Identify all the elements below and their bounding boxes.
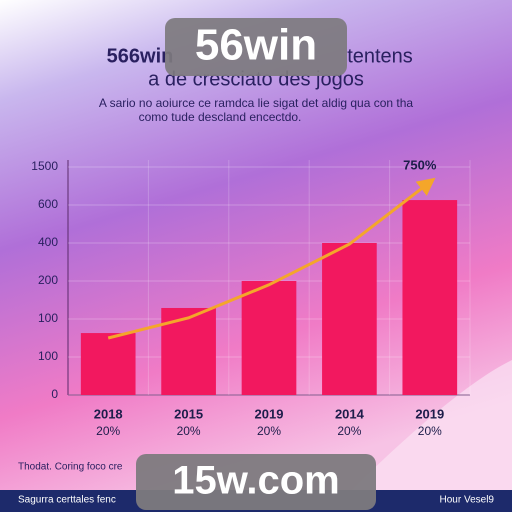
- footnote: Thodat. Coring foco cre: [18, 462, 123, 473]
- bar: [241, 281, 297, 395]
- y-tick-label: 0: [51, 387, 58, 401]
- bar: [80, 333, 136, 395]
- bottom-banner-text: 15w.com: [172, 459, 339, 503]
- end-label: 750%: [403, 158, 437, 173]
- x-tick-sublabel: 20%: [96, 424, 120, 438]
- x-tick-sublabel: 20%: [418, 424, 442, 438]
- x-tick-label: 2014: [335, 406, 365, 421]
- top-banner: [165, 18, 347, 76]
- y-tick-label: 100: [38, 311, 58, 325]
- bar: [161, 307, 216, 395]
- bar: [322, 243, 377, 395]
- x-tick-sublabel: 20%: [177, 424, 201, 438]
- title: tentens: [347, 45, 413, 67]
- y-tick-label: 1500: [31, 159, 58, 173]
- y-tick-label: 200: [38, 273, 58, 287]
- x-tick-sublabel: 20%: [337, 424, 361, 438]
- subtitle: como tude descland encectdo.: [139, 110, 302, 124]
- x-tick-label: 2015: [174, 406, 203, 421]
- x-tick-sublabel: 20%: [257, 424, 281, 438]
- bottom-banner: [136, 454, 376, 510]
- bar: [402, 200, 458, 395]
- x-tick-label: 2019: [255, 406, 284, 421]
- y-tick-label: 400: [38, 235, 58, 249]
- footer-text: Hour Vesel9: [440, 495, 495, 506]
- subtitle: A sario no aoiurce ce ramdca lie sigat d…: [99, 96, 414, 110]
- footer-text: Sagurra certtales fenc: [18, 495, 116, 506]
- top-banner-text: 56win: [195, 21, 317, 70]
- y-tick-label: 100: [38, 349, 58, 363]
- trend-line: [107, 177, 436, 340]
- x-tick-label: 2019: [415, 406, 444, 421]
- x-tick-label: 2018: [94, 406, 123, 421]
- title: 566win: [107, 45, 174, 67]
- y-tick-label: 600: [38, 197, 58, 211]
